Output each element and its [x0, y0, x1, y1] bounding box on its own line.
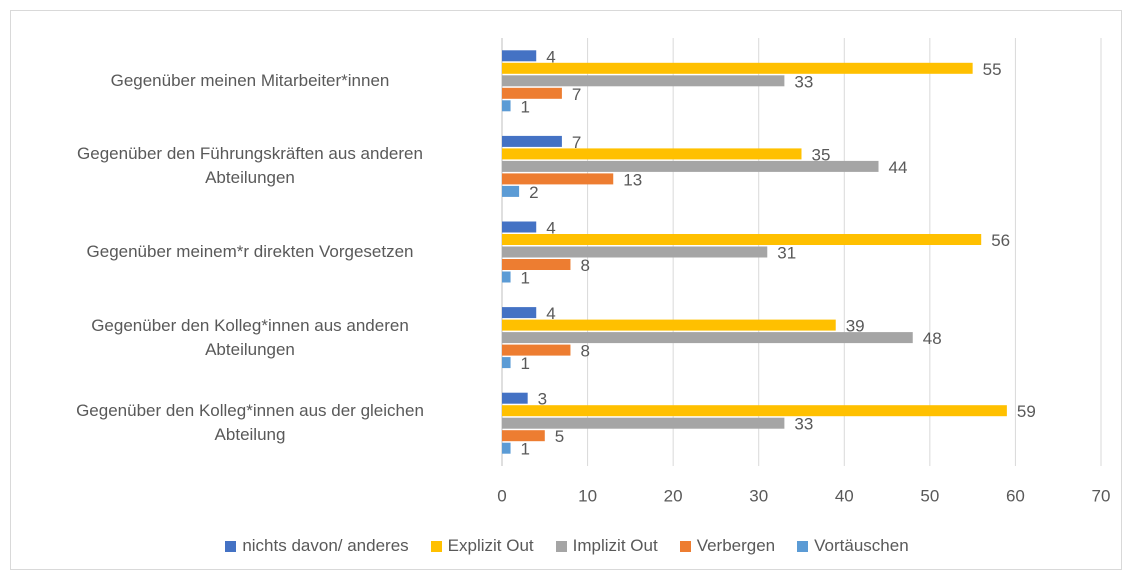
bar: [502, 417, 785, 429]
data-label: 48: [923, 329, 942, 348]
legend-item: Implizit Out: [555, 536, 658, 556]
data-label: 33: [794, 415, 813, 434]
data-label: 3: [538, 390, 547, 409]
y-tick-label: Gegenüber meinen Mitarbeiter*innen: [110, 70, 390, 90]
data-label: 1: [521, 97, 530, 116]
bar: [502, 173, 614, 185]
data-label: 31: [777, 243, 796, 262]
data-label: 59: [1017, 402, 1036, 421]
bar: [502, 50, 537, 62]
x-tick-label: 60: [1006, 486, 1025, 505]
x-tick-label: 10: [578, 486, 597, 505]
legend-item: Vortäuschen: [797, 536, 909, 556]
data-label: 1: [521, 440, 530, 459]
x-tick-label: 40: [835, 486, 854, 505]
legend-label: Implizit Out: [572, 536, 658, 555]
bar: [502, 319, 836, 331]
data-label: 7: [572, 133, 581, 152]
bar: [502, 62, 973, 74]
legend-label: Vortäuschen: [814, 536, 909, 555]
x-tick-label: 0: [497, 486, 506, 505]
data-label: 1: [521, 268, 530, 287]
data-label: 4: [546, 304, 555, 323]
legend-label: Verbergen: [696, 536, 776, 555]
bar: [502, 87, 562, 99]
legend-item: Verbergen: [679, 536, 776, 556]
data-label: 35: [812, 145, 831, 164]
data-label: 33: [794, 72, 813, 91]
bar: [502, 234, 982, 245]
data-label: 56: [991, 231, 1010, 250]
data-label: 2: [529, 183, 538, 202]
bar: [502, 160, 879, 172]
legend-item: nichts davon/ anderes: [225, 536, 409, 556]
y-tick-label: Gegenüber den Kolleg*innen aus der gleic…: [76, 401, 424, 445]
legend-label: Explizit Out: [447, 536, 534, 555]
legend: nichts davon/ anderes Explizit Out Implizi…: [0, 536, 1134, 556]
data-label: 8: [580, 342, 589, 361]
data-label: 8: [580, 256, 589, 275]
bar: [502, 148, 802, 160]
bar: [502, 392, 528, 404]
bar: [502, 221, 537, 233]
data-label: 55: [983, 60, 1002, 79]
bar: [502, 344, 571, 356]
data-label: 1: [521, 354, 530, 373]
bar: [502, 357, 511, 369]
legend-swatch: [225, 540, 237, 552]
bar: [502, 75, 785, 87]
chart-frame: [10, 10, 1122, 570]
bar: [502, 246, 768, 258]
legend-label: nichts davon/ anderes: [242, 536, 409, 555]
x-tick-label: 50: [920, 486, 939, 505]
data-label: 7: [572, 85, 581, 104]
bar: [502, 135, 562, 147]
legend-swatch: [555, 540, 567, 552]
data-label: 4: [546, 218, 555, 237]
legend-swatch: [797, 540, 809, 552]
bar: [502, 100, 511, 112]
bar: [502, 332, 913, 344]
bar: [502, 259, 571, 270]
legend-swatch: [430, 540, 442, 552]
data-label: 13: [623, 170, 642, 189]
x-tick-label: 20: [664, 486, 683, 505]
y-tick-label: Gegenüber den Kolleg*innen aus anderen A…: [91, 315, 409, 359]
x-tick-label: 30: [749, 486, 768, 505]
data-label: 44: [889, 158, 908, 177]
legend-item: Explizit Out: [430, 536, 534, 556]
bar: [502, 271, 511, 283]
data-label: 39: [846, 317, 865, 336]
bar: [502, 442, 511, 454]
data-label: 4: [546, 47, 555, 66]
legend-swatch: [679, 540, 691, 552]
bar: [502, 307, 537, 319]
y-tick-label: Gegenüber den Führungskräften aus andere…: [77, 144, 423, 188]
x-tick-label: 70: [1092, 486, 1111, 505]
bar: [502, 430, 545, 442]
y-tick-label: Gegenüber meinem*r direkten Vorgesetzen: [86, 242, 414, 261]
data-label: 5: [555, 427, 564, 446]
bar: [502, 405, 1007, 417]
bar: [502, 185, 520, 197]
